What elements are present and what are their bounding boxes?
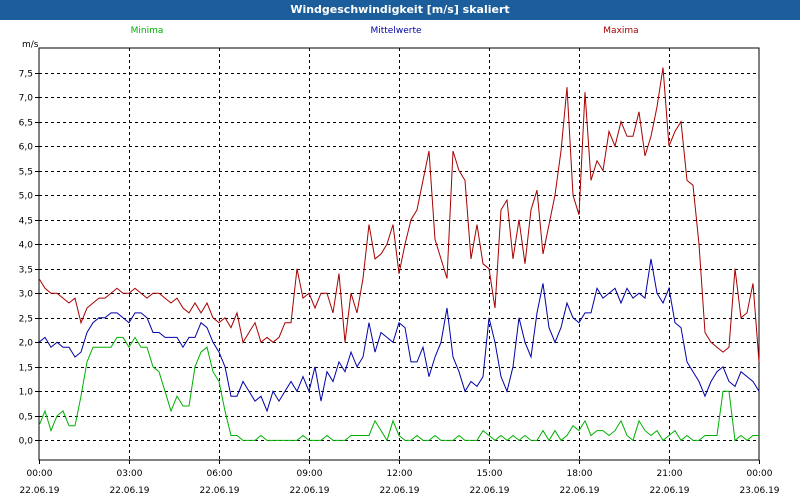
axes: 0,0 0,5 1,0 1,5 2,0 2,5 3,0 3,5 4,0 4,5 5,0 5,5 6,0 6… — [19, 70, 780, 497]
x-tick-date-label: 22.06.19 — [559, 486, 599, 496]
y-tick-label: 7,0 — [19, 94, 34, 104]
x-tick-time-label: 15:00 — [477, 469, 503, 479]
legend-label-mittelwerte: Mittelwerte — [370, 26, 421, 36]
y-tick-label: 3,5 — [19, 266, 33, 276]
y-tick-label: 7,5 — [19, 70, 33, 80]
series-line-maxima — [38, 67, 760, 362]
y-tick-label: 4,0 — [19, 241, 34, 251]
y-tick-label: 0,5 — [19, 413, 33, 423]
y-tick-label: 6,5 — [19, 119, 33, 129]
y-tick-label: 5,5 — [19, 168, 33, 178]
y-tick-label: 1,5 — [19, 364, 33, 374]
x-tick-time-label: 00:00 — [27, 469, 53, 479]
window-title: Windgeschwindigkeit [m/s] skaliert — [0, 0, 800, 20]
legend-label-maxima: Maxima — [603, 26, 638, 36]
x-tick-time-label: 03:00 — [117, 469, 143, 479]
y-tick-label: 1,0 — [19, 388, 34, 398]
x-tick-date-label: 22.06.19 — [19, 486, 59, 496]
x-tick-date-label: 22.06.19 — [469, 486, 509, 496]
x-tick-date-label: 23.06.19 — [739, 486, 779, 496]
series-line-minima — [38, 336, 759, 442]
series-line-mittelwerte — [38, 258, 760, 413]
legend: Minima Mittelwerte Maxima — [131, 26, 639, 36]
x-tick-date-label: 22.06.19 — [649, 486, 689, 496]
x-tick-date-label: 22.06.19 — [199, 486, 239, 496]
legend-label-minima: Minima — [131, 26, 164, 36]
x-tick-date-label: 22.06.19 — [109, 486, 149, 496]
x-tick-time-label: 21:00 — [657, 469, 683, 479]
y-tick-label: 5,0 — [19, 192, 34, 202]
x-tick-time-label: 09:00 — [297, 469, 323, 479]
y-tick-label: 0,0 — [19, 437, 34, 447]
x-tick-time-label: 00:00 — [747, 469, 773, 479]
series-group — [38, 67, 760, 442]
y-tick-label: 2,0 — [19, 339, 34, 349]
x-tick-date-label: 22.06.19 — [289, 486, 329, 496]
y-tick-label: 6,0 — [19, 143, 34, 153]
wind-speed-chart: 0,0 0,5 1,0 1,5 2,0 2,5 3,0 3,5 4,0 4,5 5,0 5,5 6,0 6… — [19, 26, 780, 497]
x-tick-date-label: 22.06.19 — [379, 486, 419, 496]
y-unit-label: m/s — [22, 40, 39, 50]
x-tick-time-label: 12:00 — [387, 469, 413, 479]
y-tick-label: 4,5 — [19, 217, 33, 227]
x-tick-time-label: 18:00 — [567, 469, 593, 479]
y-tick-label: 2,5 — [19, 315, 33, 325]
y-tick-label: 3,0 — [19, 290, 34, 300]
x-tick-time-label: 06:00 — [207, 469, 233, 479]
